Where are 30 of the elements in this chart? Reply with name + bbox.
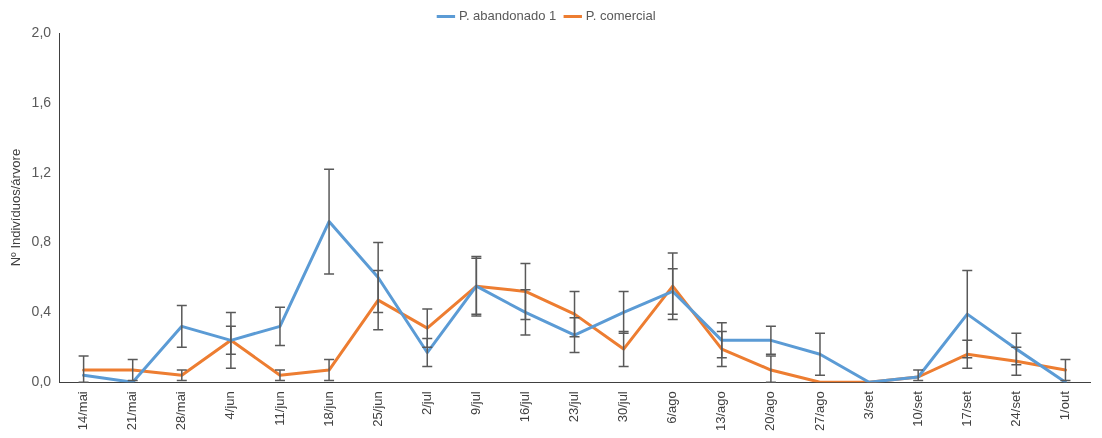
x-tick-label: 14/mai	[75, 391, 91, 431]
y-tick-label: 0,8	[31, 233, 52, 250]
x-tick-label: 18/jun	[320, 391, 336, 427]
x-tick-label: 25/jun	[369, 391, 385, 427]
x-tick-label: 28/mai	[173, 391, 189, 431]
x-tick-label: 16/jul	[517, 391, 533, 423]
x-tick-label: 9/jul	[467, 391, 483, 416]
legend-label: P. abandonado 1	[458, 8, 557, 24]
x-tick-label: 4/jun	[222, 391, 238, 420]
y-tick-label: 1,6	[31, 93, 52, 110]
y-tick-label: 2,0	[31, 23, 52, 40]
x-tick-label: 23/jul	[566, 391, 582, 423]
y-tick-label: 0,0	[31, 373, 52, 390]
y-tick-label: 1,2	[31, 163, 52, 180]
x-tick-label: 20/ago	[762, 391, 778, 431]
x-tick-label: 3/set	[860, 390, 876, 420]
x-tick-label: 13/ago	[713, 391, 729, 431]
x-tick-label: 21/mai	[124, 391, 140, 431]
x-tick-label: 17/set	[958, 390, 974, 427]
x-tick-label: 30/jul	[615, 391, 631, 423]
y-tick-label: 0,4	[31, 303, 52, 320]
x-tick-label: 11/jun	[271, 391, 287, 426]
x-tick-label: 24/set	[1007, 390, 1023, 427]
y-axis-title: Nº Indivíduos/árvore	[8, 148, 24, 267]
x-tick-label: 2/jul	[418, 391, 434, 416]
x-tick-label: 6/ago	[664, 391, 680, 424]
x-tick-label: 10/set	[909, 390, 925, 427]
legend-label: P. comercial	[585, 8, 656, 24]
x-tick-label: 27/ago	[811, 391, 827, 431]
x-tick-label: 1/out	[1057, 390, 1073, 421]
